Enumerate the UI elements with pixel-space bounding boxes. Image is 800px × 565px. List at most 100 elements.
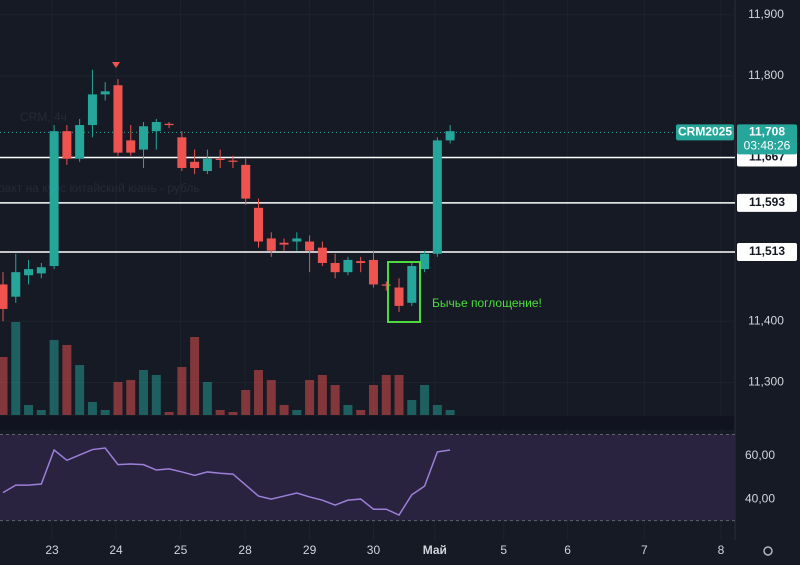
level-label: 11,513 [749,244,785,258]
volume-bar [330,385,340,415]
candle-body [151,121,161,132]
x-tick-label: Май [423,543,447,557]
candle-body [241,164,251,199]
price-box [737,124,797,155]
level-label-box [737,193,797,212]
volume-bar [0,357,8,415]
symbol-label: CRM2025 [678,125,732,139]
marker [112,62,120,68]
volume-bar [215,410,225,415]
volume-bar [126,380,136,415]
candle-body [164,123,174,126]
x-tick-label: 24 [109,543,123,557]
volume-bar [62,345,72,415]
pane-separator [0,416,735,430]
volume-bar [253,370,263,415]
candle-body [139,126,149,150]
candle-body [266,238,276,251]
volume-bar [432,405,442,415]
x-tick-label: 28 [238,543,252,557]
candle-body [368,259,378,285]
candle-body [113,85,123,153]
volume-bar [49,340,59,415]
candle-body [432,140,442,254]
x-tick-label: 29 [303,543,317,557]
rsi-line [2,447,451,516]
volume-bar [279,405,289,415]
rsi-band [0,434,735,521]
candle-body [330,262,340,273]
level-label: 11,593 [749,195,785,209]
x-tick-label: 6 [564,543,571,557]
candle-body [420,253,430,270]
y-tick-label: 11,300 [748,375,784,389]
volume-bar [317,375,327,415]
countdown-label: 03:48:26 [744,139,791,153]
candle-body [215,158,225,160]
candle-body [126,140,136,153]
watermark-subtitle: ракт на курс китайский юань - рубль [0,181,200,195]
volume-bar [445,410,455,415]
volume-bar [343,405,353,415]
volume-bar [177,367,187,415]
x-tick-label: 8 [718,543,725,557]
volume-bar [228,412,238,415]
candle-body [356,261,366,263]
volume-bar [394,375,404,415]
candle-body [190,161,200,168]
price-label: 11,708 [749,125,785,139]
level-label-box [737,242,797,261]
symbol-box [676,124,734,141]
candle-body [445,131,455,141]
volume-bar [368,385,378,415]
volume-bar [241,390,251,415]
volume-bar [36,410,46,415]
volume-bar [190,337,200,415]
pattern-box [387,261,421,323]
candle-body [177,137,187,168]
candle-body [24,269,34,276]
x-tick-label: 25 [174,543,188,557]
candle-body [305,241,315,251]
volume-bar [292,410,302,415]
volume-bar [113,382,123,415]
candle-body [87,94,97,126]
volume-bar [381,375,391,415]
candle-body [49,131,59,267]
volume-bar [164,412,174,415]
volume-bar [305,380,315,415]
volume-bar [420,385,430,415]
volume-bar [151,375,161,415]
rsi-tick-label: 40,00 [745,491,775,505]
y-tick-label: 11,800 [748,68,784,82]
y-tick-label: 11,900 [748,7,784,21]
candle-body [202,158,212,172]
candle-body [100,91,110,95]
volume-bar [11,322,21,415]
candle-body [228,160,238,162]
x-tick-label: 30 [367,543,381,557]
candle-body [279,242,289,245]
volume-bar [139,370,149,415]
settings-icon[interactable] [763,546,773,556]
candle-body [75,125,85,159]
candle-body [62,131,72,159]
candle-body [253,207,263,242]
volume-bar [75,365,85,415]
x-tick-label: 7 [641,543,648,557]
annotation: Бычье поглощение! [432,296,542,310]
candle-body [0,284,8,309]
candle-body [36,267,46,274]
volume-bar [202,382,212,415]
candle-body [394,287,404,306]
rsi-tick-label: 60,00 [745,448,775,462]
volume-bar [87,402,97,415]
volume-bar [100,410,110,415]
candle-body [292,238,302,242]
volume-bar [407,400,417,415]
volume-bar [356,410,366,415]
candle-body [381,284,391,286]
y-tick-label: 11,400 [748,313,784,327]
